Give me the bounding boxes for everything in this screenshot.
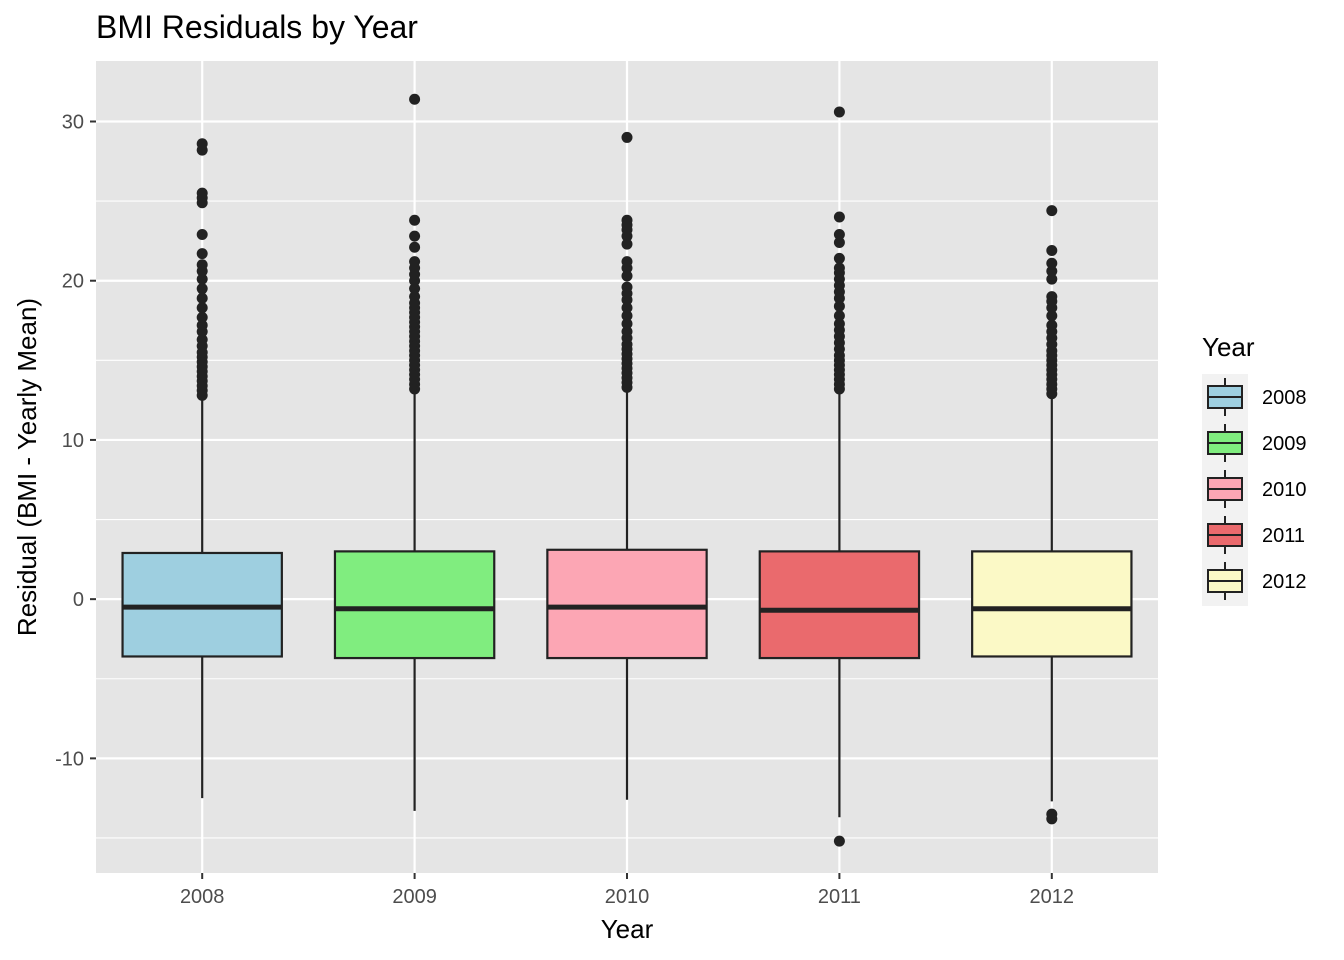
outlier-point [1046,291,1058,303]
x-axis: 2008 2009 2010 2011 2012 [180,873,1074,908]
outlier-point [196,283,208,295]
outlier-point [621,310,633,322]
legend-label: 2008 [1262,387,1307,409]
y-axis-title: Residual (BMI - Yearly Mean) [12,298,42,636]
outlier-point [1046,319,1058,331]
legend-label: 2009 [1262,433,1307,455]
box-iqr [971,550,1133,658]
outlier-point [833,106,845,118]
outlier-point [1046,273,1058,285]
y-tick-label: 20 [62,271,84,293]
box-2008 [121,138,283,799]
outlier-point [833,211,845,223]
outlier-point [409,214,421,226]
legend-item-2011: 2011 [1207,516,1305,554]
outlier-point [409,291,421,303]
outlier-point [833,318,845,330]
x-tick-label: 2009 [392,886,437,908]
outlier-point [196,334,208,346]
legend: Year 2008 2009 2010 2011 2012 [1202,332,1307,606]
box-iqr [546,548,708,660]
box-iqr [333,550,496,660]
outlier-point [1046,310,1058,322]
y-tick-label: 0 [73,589,84,611]
outlier-point [196,259,208,271]
outlier-point [409,283,421,295]
y-tick-label: 10 [62,430,84,452]
legend-item-2012: 2012 [1207,562,1307,600]
outlier-point [409,230,421,242]
outlier-point [833,237,845,249]
outlier-point [621,302,633,314]
outlier-point [833,835,845,847]
outlier-point [1046,205,1058,217]
outlier-point [621,131,633,143]
y-axis: -10 0 10 20 30 [55,112,96,770]
outlier-point [833,252,845,264]
outlier-point [196,302,208,314]
chart-title: BMI Residuals by Year [96,9,418,45]
outlier-point [621,318,633,330]
outlier-point [621,270,633,282]
x-tick-label: 2010 [605,886,650,908]
outlier-point [621,256,633,268]
legend-item-2009: 2009 [1207,424,1307,462]
outlier-point [409,93,421,105]
box-2010 [546,131,708,800]
outlier-point [196,273,208,285]
box-iqr [758,550,921,660]
box-2012 [971,205,1133,825]
outlier-point [621,281,633,293]
outlier-point [1046,257,1058,269]
outlier-point [1046,244,1058,256]
legend-label: 2010 [1262,479,1307,501]
outlier-point [196,311,208,323]
x-tick-label: 2008 [180,886,225,908]
legend-label: 2012 [1262,571,1307,593]
outlier-point [833,229,845,241]
outlier-point [833,300,845,312]
legend-item-2010: 2010 [1207,470,1307,508]
outlier-point [196,138,208,150]
outlier-point [1046,808,1058,820]
y-tick-label: -10 [55,748,84,770]
y-tick-label: 30 [62,112,84,134]
box-2009 [333,93,496,811]
x-tick-label: 2011 [818,886,861,908]
box-2011 [758,106,921,847]
outlier-point [621,238,633,250]
legend-label: 2011 [1262,525,1305,547]
x-axis-title: Year [601,914,654,944]
outlier-point [409,241,421,253]
boxes-layer [121,93,1133,847]
legend-item-2008: 2008 [1207,378,1307,416]
outlier-point [409,256,421,268]
outlier-point [196,292,208,304]
outlier-point [196,319,208,331]
outlier-point [621,214,633,226]
outlier-point [833,262,845,274]
outlier-point [621,326,633,338]
x-tick-label: 2012 [1030,886,1075,908]
outlier-point [833,310,845,322]
legend-title: Year [1202,332,1255,362]
outlier-point [1046,265,1058,277]
outlier-point [196,248,208,260]
outlier-point [196,229,208,241]
outlier-point [196,187,208,199]
